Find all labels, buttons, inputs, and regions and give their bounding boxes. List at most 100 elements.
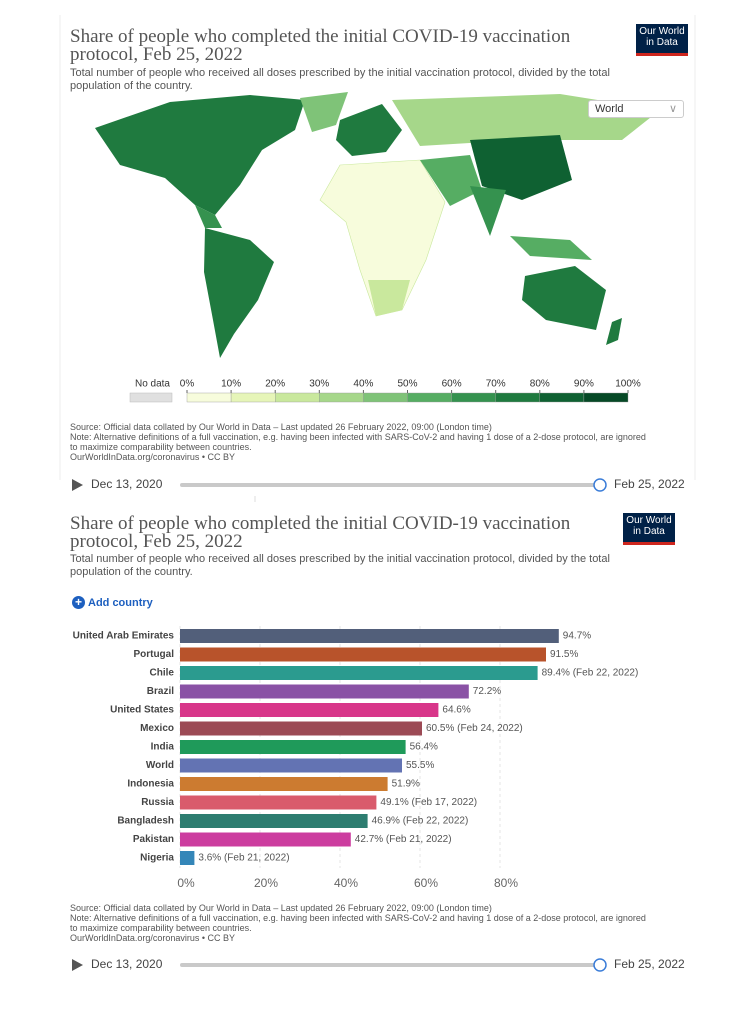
legend-swatch bbox=[495, 392, 541, 403]
chart-title: Share of people who completed the initia… bbox=[70, 26, 571, 65]
timeline-end: Feb 25, 2022 bbox=[614, 477, 685, 491]
x-tick-label: 20% bbox=[254, 876, 278, 890]
logo[interactable]: Our World in Data bbox=[636, 24, 688, 56]
legend-swatch bbox=[407, 392, 452, 403]
value-label: 3.6% (Feb 21, 2022) bbox=[198, 853, 289, 864]
value-label: 56.4% bbox=[410, 742, 438, 753]
timeline-start: Dec 13, 2020 bbox=[91, 477, 163, 491]
legend-tick-label: 0% bbox=[180, 379, 195, 390]
bar bbox=[180, 703, 439, 717]
logo[interactable]: Our World in Data bbox=[623, 513, 675, 545]
x-tick-label: 80% bbox=[494, 876, 518, 890]
legend-swatch bbox=[451, 392, 496, 403]
bar bbox=[180, 795, 377, 810]
timeline-handle[interactable] bbox=[593, 958, 607, 972]
region-selector[interactable]: World ∨ bbox=[588, 100, 684, 118]
category-label: Indonesia bbox=[127, 779, 174, 790]
bar bbox=[180, 684, 469, 699]
bar bbox=[180, 721, 422, 736]
value-label: 91.5% bbox=[550, 649, 578, 660]
legend-swatch bbox=[275, 392, 320, 403]
category-label: Portugal bbox=[133, 649, 174, 660]
chart-title: Share of people who completed the initia… bbox=[70, 513, 571, 552]
central-america bbox=[195, 205, 222, 228]
link[interactable]: OurWorldInData.org/coronavirus • CC BY bbox=[70, 933, 236, 943]
legend-no-data-swatch bbox=[129, 392, 173, 403]
category-label: United States bbox=[110, 705, 174, 716]
x-tick-label: 60% bbox=[414, 876, 438, 890]
india bbox=[470, 186, 506, 236]
category-label: Mexico bbox=[140, 723, 174, 734]
bar bbox=[180, 629, 559, 643]
category-label: Brazil bbox=[147, 686, 174, 697]
category-label: Chile bbox=[150, 668, 175, 679]
chevron: ∨ bbox=[668, 103, 677, 115]
x-tick-label: 0% bbox=[177, 876, 195, 890]
china bbox=[470, 135, 572, 200]
legend-swatch bbox=[539, 392, 585, 403]
new-zealand bbox=[606, 318, 622, 345]
category-label: India bbox=[151, 742, 175, 753]
middle-east bbox=[420, 155, 482, 206]
category-label: United Arab Emirates bbox=[73, 631, 175, 642]
legend-tick-label: 50% bbox=[397, 379, 417, 390]
value-label: 94.7% bbox=[563, 631, 591, 642]
note: Note: Alternative definitions of a full … bbox=[70, 913, 646, 933]
southeast-asia bbox=[510, 236, 592, 260]
southern-africa bbox=[368, 280, 410, 316]
legend-tick-label: 20% bbox=[265, 379, 285, 390]
legend-no-data-label: No data bbox=[135, 379, 170, 390]
link[interactable]: OurWorldInData.org/coronavirus • CC BY bbox=[70, 452, 236, 462]
value-label: 46.9% (Feb 22, 2022) bbox=[372, 816, 469, 827]
legend-tick-label: 70% bbox=[486, 379, 506, 390]
legend-swatch bbox=[319, 392, 364, 403]
world-map bbox=[95, 92, 660, 358]
legend-swatch bbox=[186, 392, 232, 403]
legend-tick-label: 90% bbox=[574, 379, 594, 390]
category-label: Bangladesh bbox=[117, 816, 174, 827]
bar bbox=[180, 777, 388, 791]
category-label: Russia bbox=[141, 797, 174, 808]
value-label: 64.6% bbox=[442, 705, 470, 716]
category-label: Pakistan bbox=[133, 834, 174, 845]
play-button[interactable] bbox=[72, 479, 83, 491]
play-button[interactable] bbox=[72, 959, 83, 971]
source: Source: Official data collated by Our Wo… bbox=[70, 422, 492, 432]
bar bbox=[180, 647, 546, 662]
bar bbox=[180, 666, 538, 680]
legend-tick-label: 100% bbox=[615, 379, 641, 390]
value-label: 89.4% (Feb 22, 2022) bbox=[542, 668, 639, 679]
value-label: 72.2% bbox=[473, 686, 501, 697]
legend-swatch bbox=[363, 392, 408, 403]
value-label: 49.1% (Feb 17, 2022) bbox=[380, 797, 477, 808]
x-tick-label: 40% bbox=[334, 876, 358, 890]
timeline-handle[interactable] bbox=[593, 478, 607, 492]
australia bbox=[522, 266, 606, 330]
note: Note: Alternative definitions of a full … bbox=[70, 432, 646, 452]
south-america bbox=[204, 228, 274, 358]
north-america bbox=[95, 95, 305, 215]
category-label: World bbox=[146, 760, 174, 771]
greenland bbox=[300, 92, 348, 132]
chart-subtitle: Total number of people who received all … bbox=[70, 553, 610, 578]
chart-subtitle: Total number of people who received all … bbox=[70, 67, 610, 92]
source: Source: Official data collated by Our Wo… bbox=[70, 903, 492, 913]
bar bbox=[180, 740, 406, 754]
category-label: Nigeria bbox=[140, 853, 174, 864]
bar bbox=[180, 814, 368, 828]
add-country[interactable]: + Add country bbox=[72, 596, 153, 609]
value-label: 55.5% bbox=[406, 760, 434, 771]
legend-tick-label: 10% bbox=[221, 379, 241, 390]
legend-swatch bbox=[583, 392, 629, 403]
add-country-label: Add country bbox=[88, 597, 153, 609]
value-label: 51.9% bbox=[392, 779, 420, 790]
region-selector-label: World bbox=[595, 103, 624, 115]
legend-swatch bbox=[230, 392, 276, 403]
value-label: 42.7% (Feb 21, 2022) bbox=[355, 834, 452, 845]
legend-tick-label: 60% bbox=[442, 379, 462, 390]
bar bbox=[180, 758, 402, 773]
timeline-end: Feb 25, 2022 bbox=[614, 957, 685, 971]
timeline-start: Dec 13, 2020 bbox=[91, 957, 163, 971]
